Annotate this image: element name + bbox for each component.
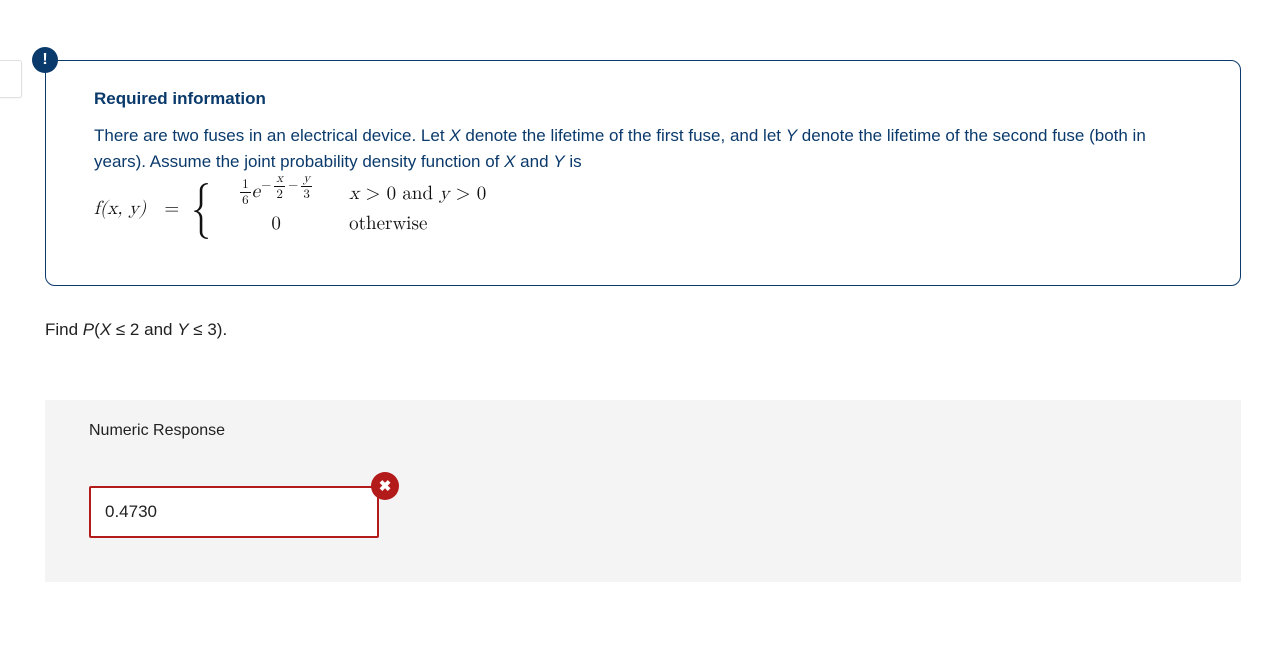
text-part: and — [515, 152, 553, 171]
arg-x: x — [107, 199, 117, 218]
minus-sign: − — [261, 178, 271, 194]
alert-glyph: ! — [42, 51, 47, 69]
case-1-condition: x > 0 and y > 0 — [349, 182, 486, 205]
var-x: X — [100, 320, 111, 339]
var-x: X — [504, 152, 515, 171]
prob-P: P — [83, 320, 94, 339]
case-1: 1 6 e−x2−y3 x > 0 and y > 0 — [221, 178, 486, 209]
text-part: ≤ 2 and — [111, 320, 177, 339]
numeric-response-panel: Numeric Response ✖ — [45, 400, 1241, 582]
fraction-y-3: y3 — [301, 172, 312, 201]
numerator: y — [301, 172, 312, 187]
text-part: is — [565, 152, 582, 171]
answer-row: ✖ — [89, 486, 1201, 538]
denominator: 2 — [276, 187, 283, 201]
left-brace: { — [191, 186, 211, 231]
x-glyph: ✖ — [379, 477, 392, 495]
numeric-response-heading: Numeric Response — [89, 422, 1201, 440]
numerator: 1 — [240, 178, 251, 193]
denominator: 6 — [242, 193, 249, 207]
var-y: Y — [786, 126, 797, 145]
var-y: Y — [553, 152, 564, 171]
cond-x: x — [349, 184, 359, 203]
cond-text: > 0 — [449, 184, 486, 203]
equals-sign: = — [164, 197, 179, 220]
text-part: denote the lifetime of the first fuse, a… — [461, 126, 786, 145]
pdf-formula: f(x, y) = { 1 6 e−x2−y3 x > 0 and y > 0 — [94, 178, 1202, 239]
required-info-heading: Required information — [94, 89, 1202, 109]
incorrect-icon: ✖ — [371, 472, 399, 500]
fraction-x-2: x2 — [274, 172, 285, 201]
cond-text: > 0 and — [359, 184, 439, 203]
alert-icon: ! — [32, 47, 58, 73]
problem-statement: There are two fuses in an electrical dev… — [94, 123, 1202, 174]
exp-term: e−x2−y3 — [252, 180, 313, 209]
page-root: ! Required information There are two fus… — [0, 0, 1261, 664]
required-info-container: ! Required information There are two fus… — [45, 60, 1241, 286]
answer-input[interactable] — [89, 486, 379, 538]
text-part: There are two fuses in an electrical dev… — [94, 126, 449, 145]
e-base: e — [252, 180, 260, 203]
formula-lhs: f(x, y) — [94, 197, 146, 220]
text-part: ≤ 3). — [189, 320, 228, 339]
case-2-expression: 0 — [221, 212, 331, 235]
minus-sign: − — [288, 178, 298, 194]
left-tab-edge — [0, 60, 22, 98]
denominator: 3 — [303, 187, 310, 201]
exponent: −x2−y3 — [261, 172, 313, 201]
fraction-1-6: 1 6 — [240, 178, 251, 207]
var-y: Y — [177, 320, 188, 339]
case-2: 0 otherwise — [221, 209, 486, 239]
case-2-condition: otherwise — [349, 212, 427, 235]
piecewise-cases: 1 6 e−x2−y3 x > 0 and y > 0 0 otherwise — [221, 178, 486, 239]
case-1-expression: 1 6 e−x2−y3 — [221, 178, 331, 209]
cond-y: y — [439, 184, 449, 203]
numerator: x — [274, 172, 285, 187]
question-text: Find P(X ≤ 2 and Y ≤ 3). — [45, 320, 1241, 340]
var-x: X — [449, 126, 460, 145]
required-info-box: Required information There are two fuses… — [45, 60, 1241, 286]
text-part: Find — [45, 320, 83, 339]
paren-close: ) — [139, 199, 146, 218]
arg-y: y — [129, 199, 139, 218]
arg-comma: , — [117, 199, 129, 218]
